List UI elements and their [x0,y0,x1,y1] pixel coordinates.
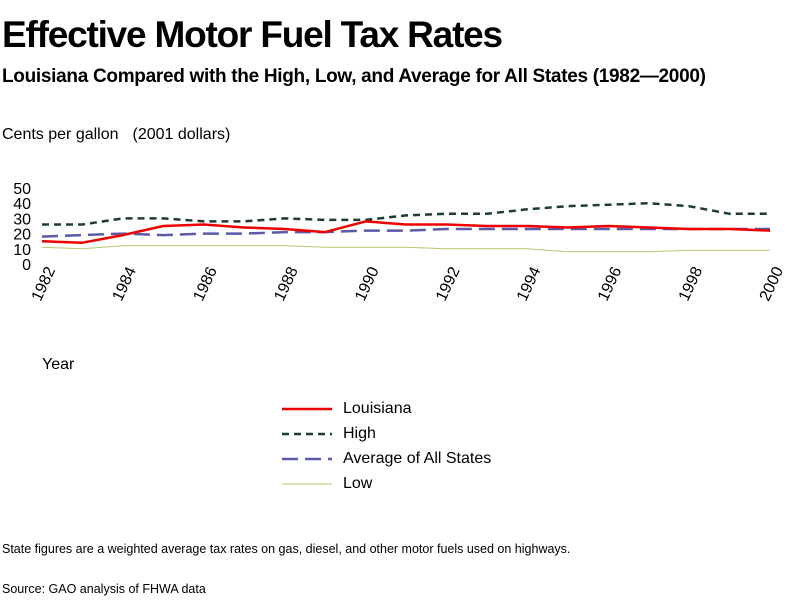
x-axis-label: Year [42,356,75,373]
plot-area [41,201,771,253]
x-tick-label: 1988 [271,264,301,304]
legend-item-average-of-all-states: Average of All States [282,446,491,471]
source-note: Source: GAO analysis of FHWA data [2,582,206,596]
legend-label: High [343,424,376,442]
y-tick-label: 30 [13,211,31,228]
y-tick-label: 50 [13,181,31,198]
series-line-average-of-all-states [41,227,770,238]
legend-label: Louisiana [343,399,412,417]
legend: Louisiana High Average of All States Low [282,396,491,496]
x-tick-label: 1992 [433,264,463,304]
x-tick-label: 1986 [190,264,220,304]
y-units-note: (2001 dollars) [132,126,231,143]
chart-subtitle: Louisiana Compared with the High, Low, a… [2,66,706,87]
legend-swatch [282,432,332,435]
x-tick-label: 1982 [29,264,59,304]
x-tick-label: 1984 [110,264,140,304]
y-tick-label: 40 [13,196,31,213]
legend-swatch [282,407,332,410]
chart-title: Effective Motor Fuel Tax Rates [2,14,503,55]
series-line-low [41,245,770,253]
y-tick-label: 0 [22,257,31,274]
legend-swatch [282,457,332,460]
footnote: State figures are a weighted average tax… [2,542,571,556]
y-units-label: Cents per gallon [2,126,119,143]
legend-item-louisiana: Louisiana [282,396,491,421]
legend-item-low: Low [282,471,491,496]
legend-swatch [282,483,332,484]
legend-label: Average of All States [343,449,492,467]
y-axis-units: Cents per gallon (2001 dollars) [2,126,230,144]
x-tick-label: 1996 [595,264,625,304]
y-tick-label: 20 [13,227,31,244]
legend-label: Low [343,474,373,492]
x-tick-label: 1990 [352,264,382,304]
x-axis: 1982 1984 1986 1988 1990 1992 1994 1996 1998 2000 [29,264,787,304]
y-tick-label: 10 [13,242,31,259]
legend-item-high: High [282,421,491,446]
x-tick-label: 1994 [514,264,544,304]
series-line-high [42,201,770,226]
x-tick-label: 1998 [676,264,706,304]
series-line-louisiana [41,220,771,244]
x-tick-label: 2000 [757,264,787,304]
